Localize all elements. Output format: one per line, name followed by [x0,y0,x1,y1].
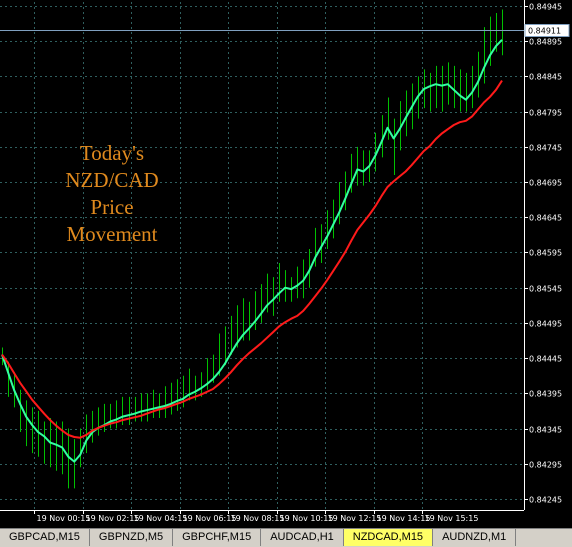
price-tick-label: 0.84745 [529,144,562,153]
current-price-label: 0.84911 [528,27,561,36]
price-tick-label: 0.84345 [529,426,562,435]
chart-tab-audnzd-m1[interactable]: AUDNZD,M1 [433,529,517,546]
price-bars [2,9,503,489]
chart-tab-gbpnzd-m5[interactable]: GBPNZD,M5 [90,529,174,546]
chart-canvas[interactable]: 0.84945 0.84895 0.84845 0.84795 0.84745 0.846… [0,0,572,528]
price-tick-label: 0.84495 [529,320,562,329]
price-tick-label: 0.84795 [529,109,562,118]
chart-tab-bar: GBPCAD,M15 GBPNZD,M5 GBPCHF,M15 AUDCAD,H1 NZ… [0,528,572,547]
price-tick-label: 0.84645 [529,214,562,223]
time-tick-label: 19 Nov 10:15 [280,514,334,523]
price-tick-label: 0.84545 [529,285,562,294]
price-tick-label: 0.84845 [529,73,562,82]
price-tick-label: 0.84695 [529,179,562,188]
time-tick-label: 19 Nov 14:15 [377,514,431,523]
chart-tab-gbpcad-m15[interactable]: GBPCAD,M15 [0,529,90,546]
price-tick-label: 0.84395 [529,390,562,399]
price-tick-label: 0.84945 [529,3,562,12]
moving-average-line [1,80,503,439]
price-tick-label: 0.84295 [529,461,562,470]
price-chart[interactable]: 0.84945 0.84895 0.84845 0.84795 0.84745 0.846… [0,0,572,528]
current-price-box [524,24,570,37]
chart-tab-audcad-h1[interactable]: AUDCAD,H1 [261,529,344,546]
moving-average-lines [1,39,503,463]
price-tick-label: 0.84445 [529,355,562,364]
time-tick-label: 19 Nov 15:15 [425,514,479,523]
chart-tab-nzdcad-m15[interactable]: NZDCAD,M15 [343,529,434,546]
current-price-marker: 0.84911 [0,24,570,37]
time-tick-label: 19 Nov 02:15 [86,514,140,523]
time-tick-label: 19 Nov 06:15 [183,514,237,523]
time-tick-label: 19 Nov 08:15 [231,514,285,523]
price-tick-label: 0.84595 [529,249,562,258]
chart-tab-gbpchf-m15[interactable]: GBPCHF,M15 [173,529,262,546]
time-tick-label: 19 Nov 04:15 [134,514,188,523]
price-tick-label: 0.84895 [529,38,562,47]
price-tick-label: 0.84245 [529,496,562,505]
price-axis: 0.84945 0.84895 0.84845 0.84795 0.84745 0.846… [0,0,562,511]
moving-average-line [1,39,503,463]
time-tick-label: 19 Nov 00:15 [37,514,91,523]
chart-grid [0,2,524,510]
chart-annotation: Today's NZD/CAD Price Movement [65,141,159,246]
time-tick-label: 19 Nov 12:15 [328,514,382,523]
